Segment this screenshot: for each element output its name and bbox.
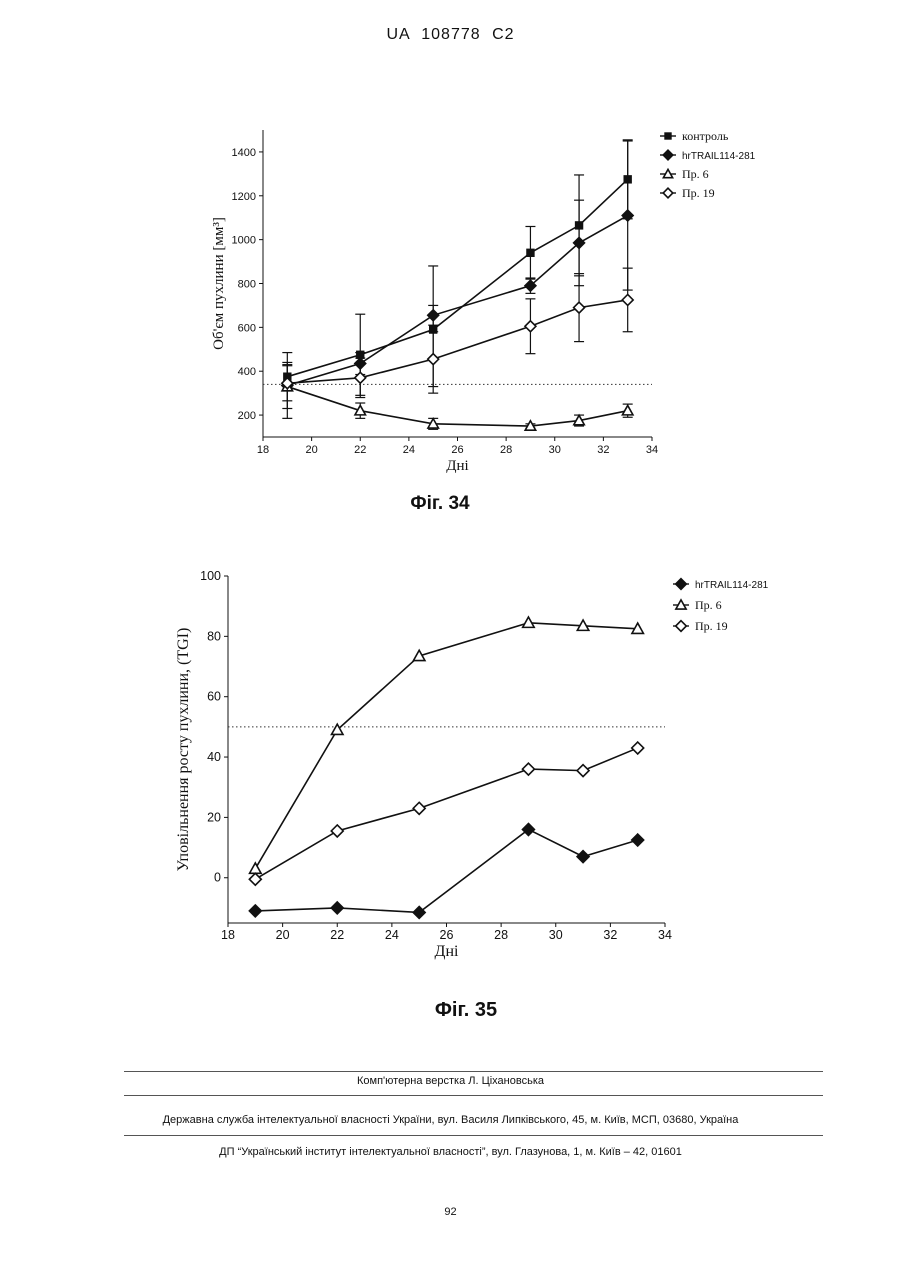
x-tick-label: 28 xyxy=(500,444,512,456)
figure-35-caption: Фіг. 35 xyxy=(366,999,566,1022)
footer-typesetting: Комп'ютерна верстка Л. Ціхановська xyxy=(0,1075,901,1087)
y-tick-label: 1200 xyxy=(232,191,256,203)
series-line xyxy=(287,179,627,376)
data-point xyxy=(622,405,633,414)
legend-marker xyxy=(664,132,671,139)
y-tick-label: 600 xyxy=(238,322,256,334)
footer-divider xyxy=(124,1135,823,1136)
x-tick-label: 20 xyxy=(306,444,318,456)
x-tick-label: 18 xyxy=(257,444,269,456)
legend-label: контроль xyxy=(682,129,729,143)
legend-label: Пр. 6 xyxy=(682,167,709,181)
legend-marker xyxy=(663,150,673,160)
x-tick-label: 34 xyxy=(646,444,658,456)
page-number: 92 xyxy=(0,1206,901,1218)
y-tick-label: 1400 xyxy=(232,147,256,159)
y-tick-label: 400 xyxy=(238,366,256,378)
x-tick-label: 30 xyxy=(549,444,561,456)
data-point xyxy=(574,302,585,313)
x-tick-label: 32 xyxy=(597,444,609,456)
footer-divider xyxy=(124,1095,823,1096)
x-tick-label: 24 xyxy=(403,444,415,456)
y-tick-label: 200 xyxy=(238,410,256,422)
footer-agency: Державна служба інтелектуальної власност… xyxy=(0,1114,901,1126)
x-tick-label: 26 xyxy=(451,444,463,456)
footer-divider xyxy=(124,1071,823,1072)
data-point xyxy=(428,310,439,321)
x-axis-title: Дні xyxy=(446,458,468,474)
data-point xyxy=(428,354,439,365)
figure-34-caption: Фіг. 34 xyxy=(340,493,540,515)
legend-marker xyxy=(663,188,673,198)
legend-label: hrTRAIL114-281 xyxy=(682,151,756,162)
y-tick-label: 1000 xyxy=(232,235,256,247)
data-point xyxy=(622,294,633,305)
y-axis-title: Об'єм пухлини [мм³] xyxy=(211,217,227,350)
data-point xyxy=(525,321,536,332)
data-point xyxy=(526,249,534,257)
x-tick-label: 22 xyxy=(354,444,366,456)
legend-label: Пр. 19 xyxy=(682,186,715,200)
y-tick-label: 800 xyxy=(238,279,256,291)
footer-institute: ДП “Український інститут інтелектуальної… xyxy=(0,1146,901,1158)
